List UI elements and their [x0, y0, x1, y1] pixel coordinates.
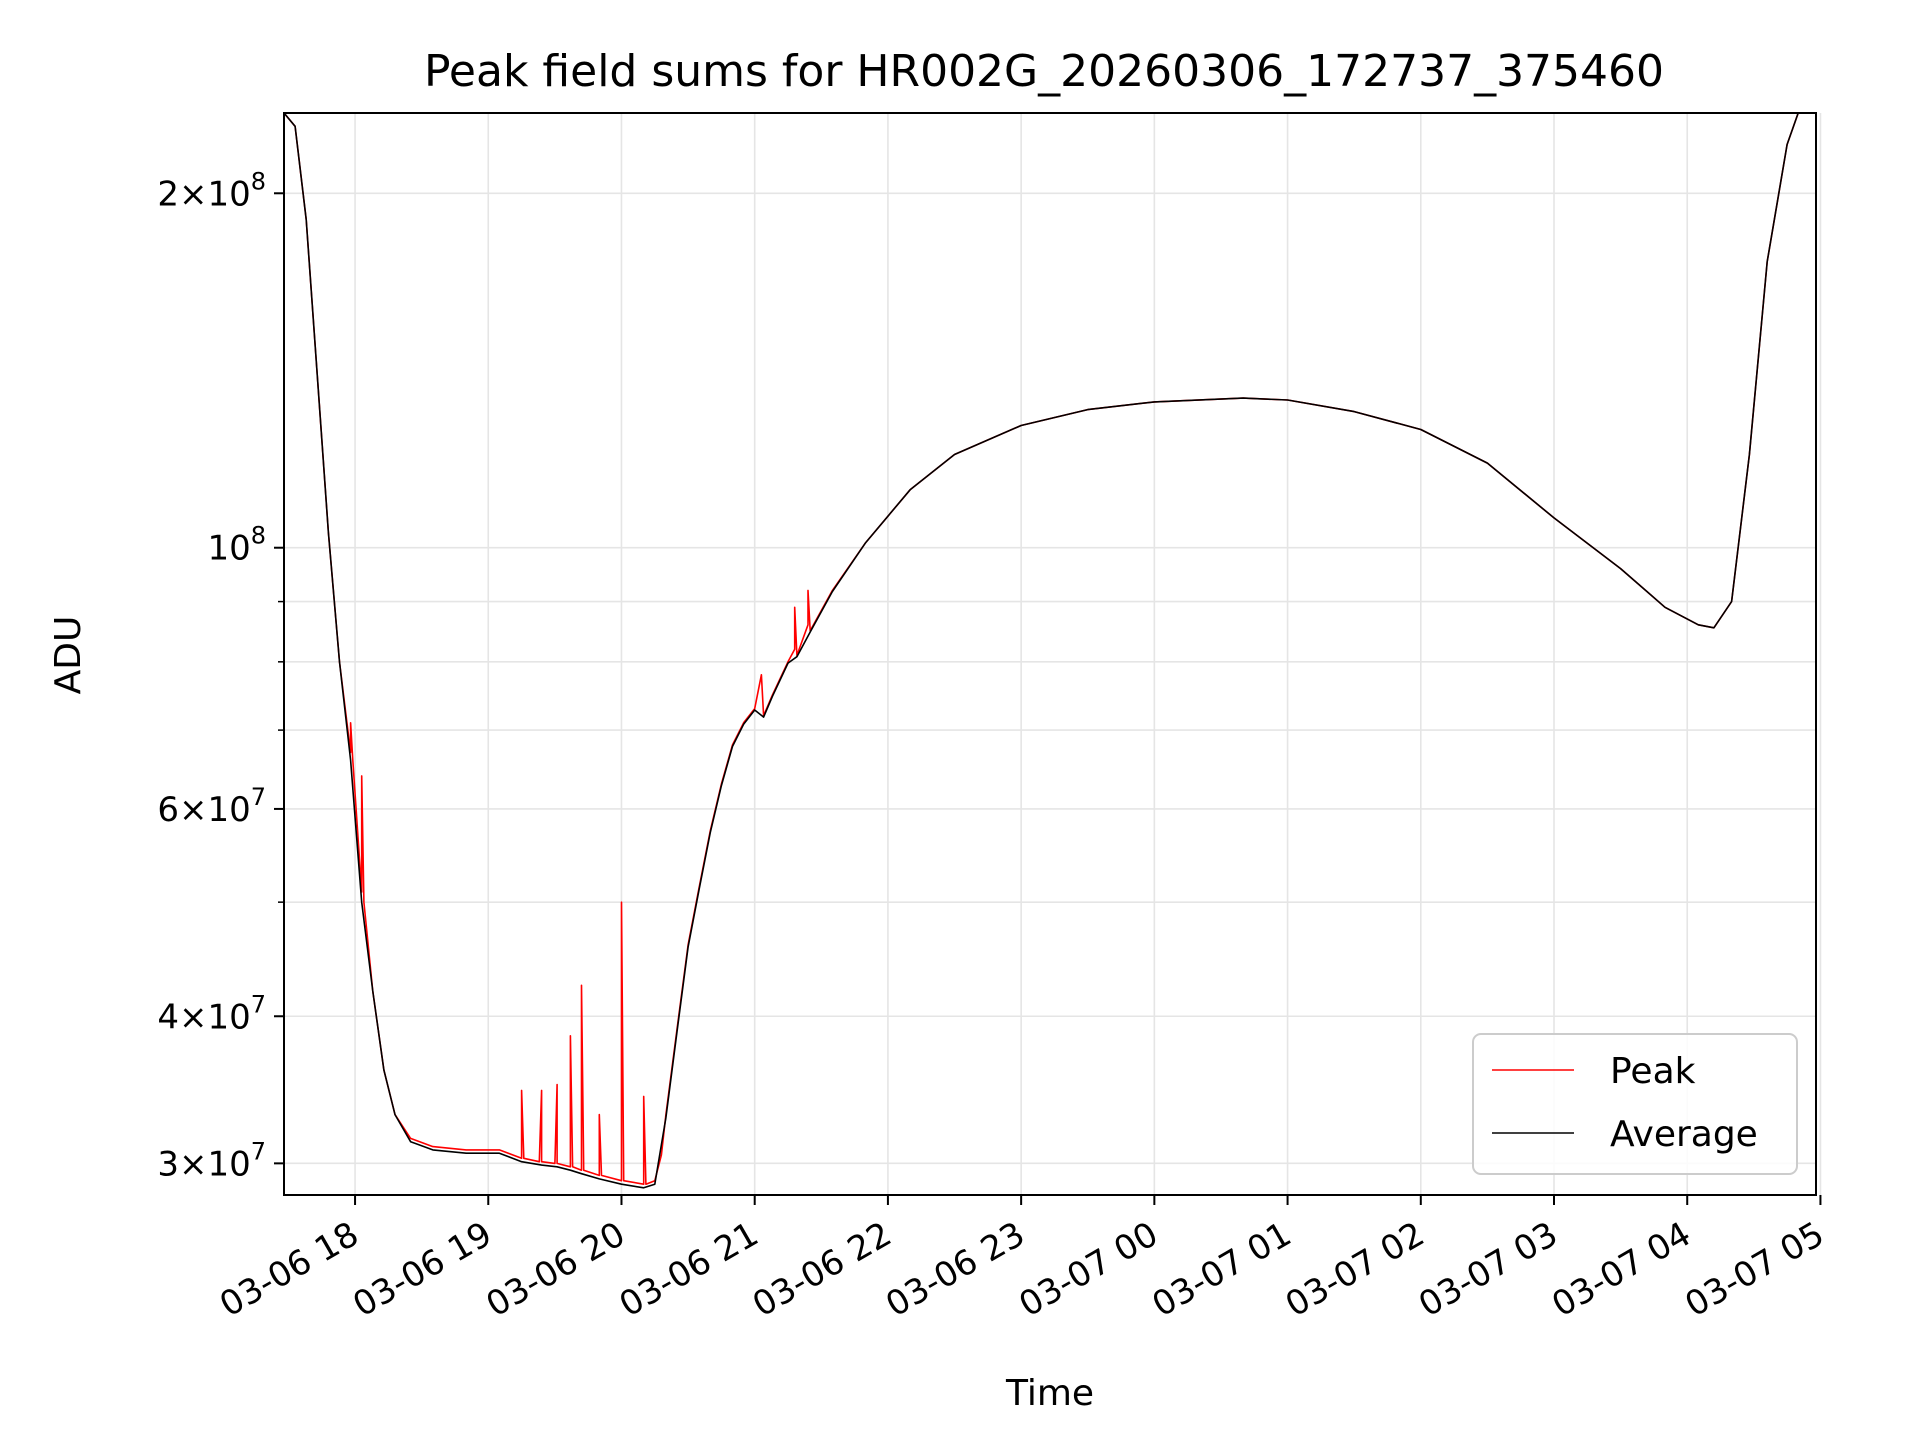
y-tick-label: 6×107 [157, 783, 266, 830]
y-tick-label: 3×107 [157, 1137, 266, 1184]
y-tick-base: 10 [207, 997, 250, 1037]
series-line-average [284, 113, 1816, 1189]
y-tick-exponent: 7 [251, 783, 266, 811]
y-tick-times-sign: × [179, 174, 208, 214]
y-tick-exponent: 8 [251, 522, 266, 550]
y-tick-label: 2×108 [157, 167, 266, 214]
legend-peak-label: Peak [1610, 1051, 1696, 1092]
y-tick-label: 4×107 [157, 990, 266, 1037]
y-tick-base: 10 [207, 790, 250, 830]
legend: Peak Average [1472, 1033, 1798, 1175]
y-axis-label: ADU [48, 616, 89, 695]
y-tick-mantissa: 4 [157, 997, 179, 1037]
y-tick-times-sign: × [179, 790, 208, 830]
y-tick-label: 108 [207, 522, 266, 569]
y-tick-times-sign: × [179, 1144, 208, 1184]
y-tick-exponent: 8 [251, 167, 266, 195]
plot-area [283, 112, 1822, 1196]
y-tick-exponent: 7 [251, 1137, 266, 1165]
y-tick-mantissa: 6 [157, 790, 179, 830]
y-tick-exponent: 7 [251, 990, 266, 1018]
plot-frame [283, 112, 1817, 1196]
y-tick-base: 10 [207, 529, 250, 569]
y-tick-times-sign: × [179, 997, 208, 1037]
legend-average-label: Average [1610, 1114, 1758, 1155]
y-tick-base: 10 [207, 1144, 250, 1184]
legend-box [1472, 1033, 1798, 1175]
chart-title: Peak field sums for HR002G_20260306_1727… [424, 46, 1664, 97]
y-tick-mantissa: 3 [157, 1144, 179, 1184]
plot-background [284, 113, 1816, 1195]
grid-layer [284, 113, 1822, 1195]
y-tick-mantissa: 2 [157, 174, 179, 214]
x-axis-label: Time [1005, 1373, 1094, 1414]
series-layer [284, 113, 1816, 1189]
y-tick-base: 10 [207, 174, 250, 214]
